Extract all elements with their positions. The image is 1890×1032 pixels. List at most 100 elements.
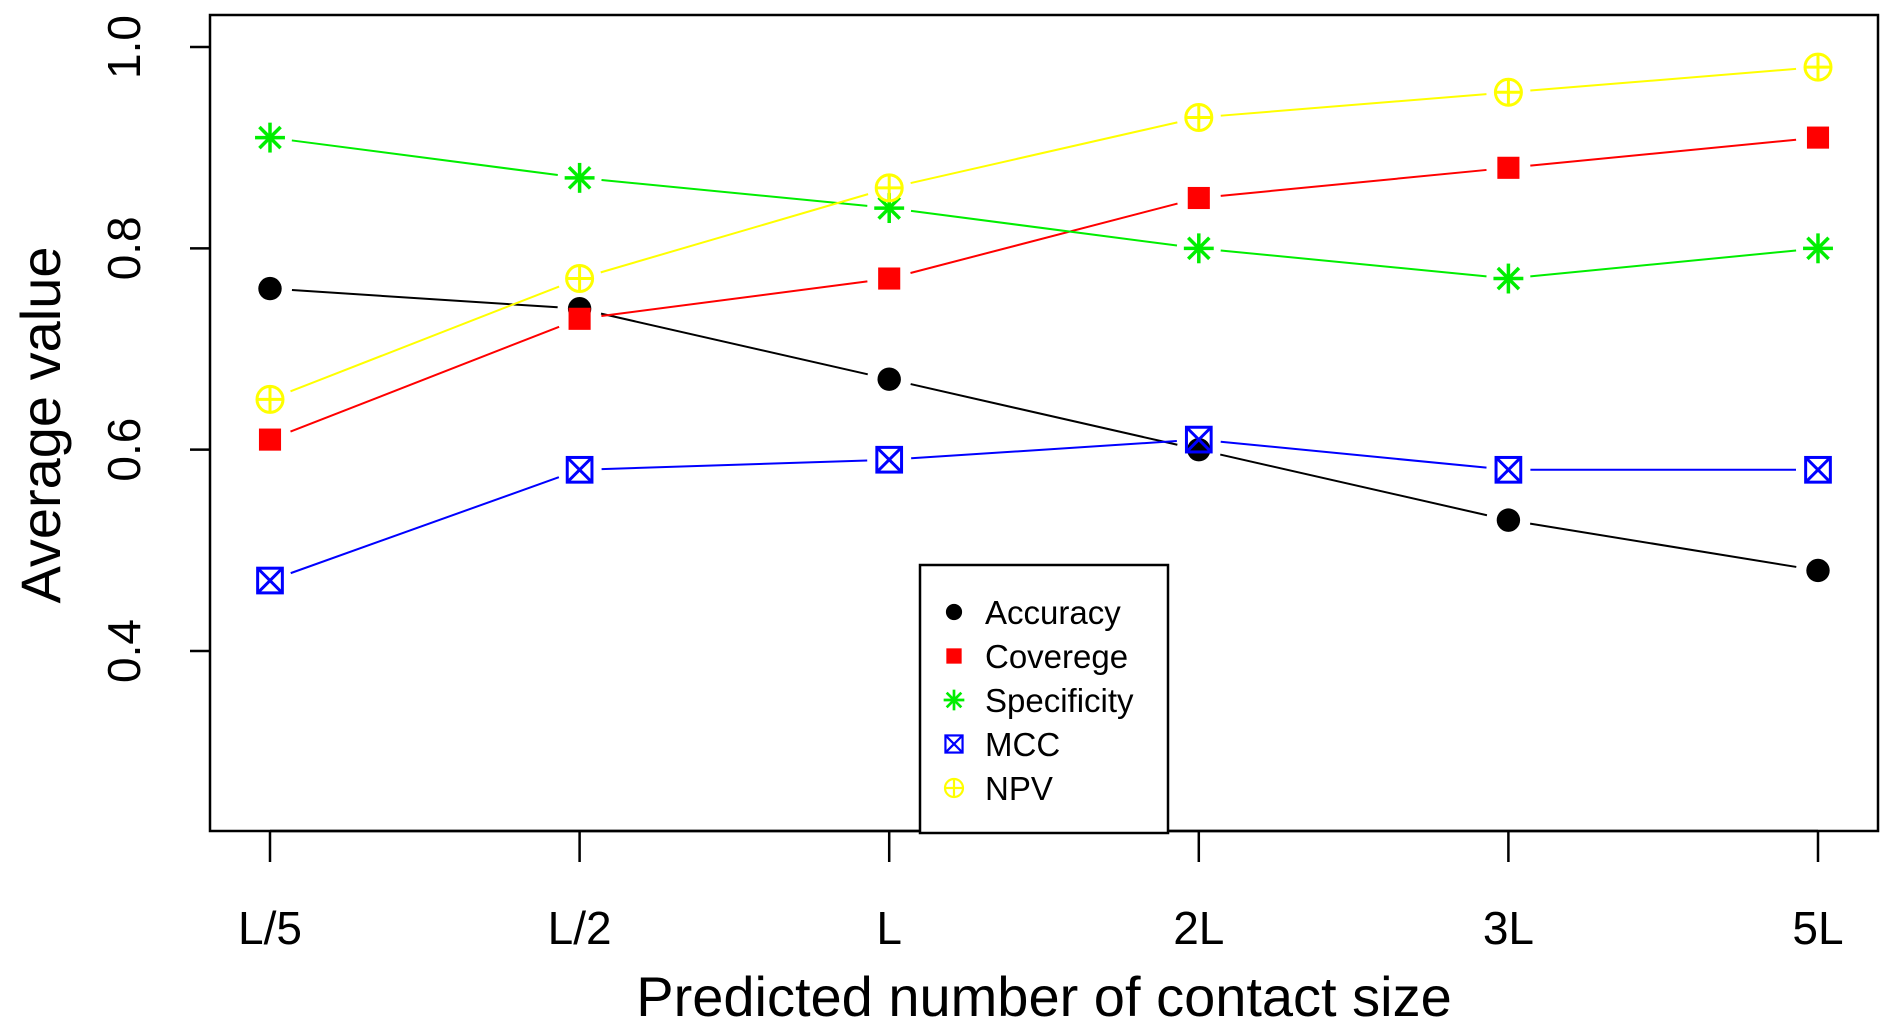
data-point-coverege [878,267,901,290]
marker-shape [878,267,901,290]
data-point-npv [1493,77,1523,107]
marker-box [875,445,904,474]
x-tick-label: 2L [1173,902,1224,954]
marker-box [1804,455,1832,484]
series-line-npv [600,193,869,274]
x-tick-label: 5L [1792,902,1843,954]
series-npv [255,52,1833,414]
marker-shape [877,367,901,391]
legend-marker-npv [943,777,965,799]
series-line-npv [290,285,560,393]
legend-label-accuracy: Accuracy [985,594,1121,631]
series-line-mcc [290,476,560,575]
marker-stroke [1804,456,1832,484]
data-point-accuracy [258,276,282,301]
data-point-coverege [258,428,282,451]
data-point-mcc [1804,455,1832,484]
marker-box [1494,455,1523,484]
marker-box [944,734,964,754]
marker-shape [945,603,963,621]
series-line-specificity [1220,249,1487,278]
series-line-specificity [291,139,558,177]
x-tick-label: L [876,902,902,954]
data-point-coverege [1497,156,1520,179]
series-line-mcc [1220,440,1487,469]
series-line-specificity [601,179,868,207]
marker-stroke [1185,426,1213,454]
marker-stroke [1494,456,1522,484]
data-point-specificity [1493,263,1524,294]
series-line-npv [1220,93,1487,117]
marker-stroke [945,691,963,709]
series-line-coverege [601,280,868,317]
marker-shape [258,428,282,451]
series-line-accuracy [910,383,1178,446]
marker-shape [1496,508,1521,532]
data-point-specificity [1183,233,1214,264]
legend-marker-accuracy [945,603,963,621]
marker-stroke [877,196,902,220]
series-layer [255,52,1833,595]
series-line-accuracy [1220,453,1488,517]
marker-shape [1187,186,1210,210]
y-axis-label: Average value [9,247,72,604]
x-tick-label: L/5 [238,902,302,954]
marker-stroke [566,456,594,484]
marker-box [565,455,594,484]
series-line-npv [1530,67,1797,92]
legend-marker-mcc [944,734,964,754]
y-tick-label: 0.6 [98,418,150,482]
data-point-coverege [568,307,591,330]
legend: Accuracy Coverege Specificity MCC NPV [918,563,1170,835]
series-line-coverege [1220,168,1487,197]
series-line-coverege [910,202,1178,274]
series-line-mcc [601,459,868,471]
legend-marker-coverege [946,648,962,664]
marker-stroke [567,166,592,190]
data-point-mcc [1184,425,1213,454]
series-line-coverege [290,325,560,433]
marker-stroke [944,734,964,754]
data-point-mcc [875,445,904,474]
series-line-specificity [1530,249,1797,278]
data-point-specificity [1803,233,1833,264]
x-axis-label: Predicted number of contact size [636,965,1452,1028]
marker-shape [946,648,962,664]
legend-label-mcc: MCC [985,726,1060,763]
marker-shape [258,276,282,301]
marker-stroke [1496,266,1521,291]
series-line-accuracy [1529,522,1797,568]
marker-box [1184,425,1213,454]
legend-label-specificity: Specificity [985,682,1134,719]
data-point-npv [255,384,285,414]
series-line-accuracy [600,312,868,376]
marker-shape [1806,126,1830,149]
y-tick-label: 0.8 [98,216,150,280]
series-specificity [255,122,1833,294]
marker-stroke [875,446,903,474]
data-point-accuracy [877,367,901,391]
series-line-coverege [1530,138,1797,167]
legend-label-npv: NPV [985,770,1053,807]
data-point-mcc [565,455,594,484]
axes-layer: 0.4 0.6 0.8 1.0 L/5 L/2 L 2L 3L 5L [98,15,1844,954]
data-point-specificity [255,122,285,153]
data-point-mcc [1494,455,1523,484]
marker-shape [1497,156,1520,179]
data-point-npv [565,264,595,294]
data-point-coverege [1187,186,1210,210]
marker-stroke [1806,236,1830,261]
series-coverege [258,126,1830,451]
legend-marker-specificity [943,689,965,711]
data-point-npv [1184,102,1214,132]
series-line-specificity [910,209,1178,247]
y-tick-label: 1.0 [98,15,150,79]
data-point-npv [874,173,904,203]
x-tick-label: L/2 [548,902,612,954]
data-point-specificity [874,193,905,224]
data-point-npv [1803,52,1833,82]
series-line-npv [910,121,1178,185]
marker-stroke [256,567,284,594]
